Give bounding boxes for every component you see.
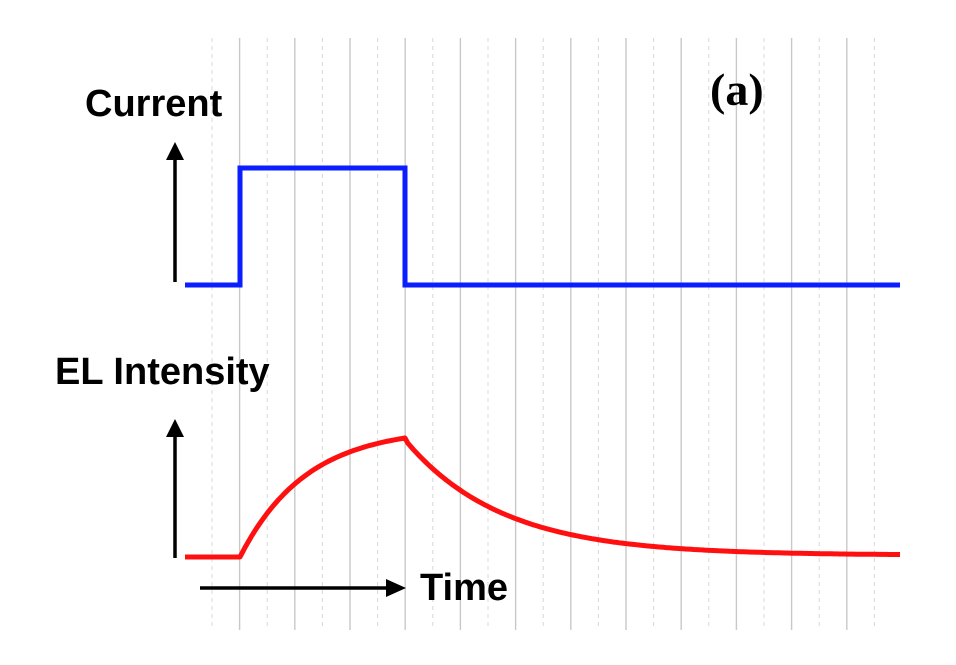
el-intensity-label: EL Intensity <box>55 351 270 393</box>
vertical-grid-lines <box>211 38 875 630</box>
time-label: Time <box>420 567 508 609</box>
el-intensity-trace <box>185 435 900 560</box>
time-arrowhead <box>386 579 406 597</box>
current-trace <box>185 165 900 288</box>
el-arrowhead <box>166 419 184 437</box>
current-arrowhead <box>166 142 184 160</box>
panel-label: (a) <box>710 64 764 115</box>
current-label: Current <box>85 83 223 125</box>
